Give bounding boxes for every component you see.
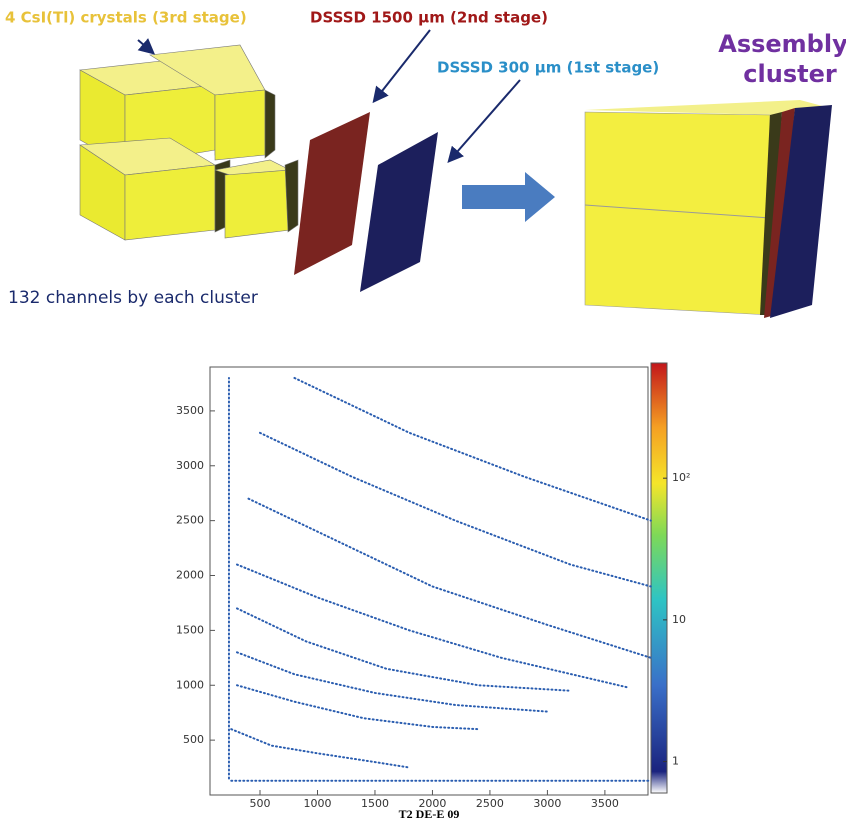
colorbar-tick-label: 10²: [672, 471, 690, 484]
x-tick-label: 1500: [361, 797, 389, 810]
label: DSSSD 1500 µm (2nd stage): [310, 9, 548, 27]
y-tick-label: 3000: [176, 459, 204, 472]
pointer: [137, 38, 156, 55]
colorbar-tick-label: 10: [672, 613, 686, 626]
colorbar-tick-label: 1: [672, 755, 679, 768]
x-tick-label: 2500: [476, 797, 504, 810]
arrow: [462, 172, 555, 222]
x-tick-label: 1000: [303, 797, 331, 810]
label: 4 CsI(Tl) crystals (3rd stage): [5, 9, 247, 27]
plot-frame: [209, 366, 649, 796]
locus: [236, 651, 549, 713]
label: DSSSD 300 µm (1st stage): [437, 59, 659, 77]
locus: [236, 563, 629, 689]
y-tick-label: 1000: [176, 678, 204, 691]
x-axis-label: T2 DE-E 09: [399, 807, 460, 821]
locus: [230, 728, 411, 769]
locus: [247, 497, 652, 659]
x-tick-label: 3500: [591, 797, 619, 810]
y-tick-label: 1500: [176, 623, 204, 636]
pointer: [447, 79, 521, 164]
note: 132 channels by each cluster: [8, 288, 258, 308]
y-tick-label: 500: [183, 733, 204, 746]
label: Assembly: [718, 30, 846, 58]
y-tick-label: 3500: [176, 404, 204, 417]
colorbar: [650, 362, 668, 794]
locus: [259, 431, 652, 588]
y-tick-label: 2000: [176, 569, 204, 582]
dsssd-2: [294, 112, 370, 275]
label: cluster: [743, 60, 837, 88]
x-tick-label: 500: [250, 797, 271, 810]
locus: [236, 607, 572, 692]
assembly: [584, 100, 832, 318]
dsssd-1: [360, 132, 438, 292]
y-tick-label: 2500: [176, 514, 204, 527]
pointer: [372, 29, 431, 104]
locus: [293, 376, 652, 522]
locus: [236, 684, 480, 731]
crystals: [79, 44, 299, 241]
x-tick-label: 2000: [418, 797, 446, 810]
x-tick-label: 3000: [533, 797, 561, 810]
